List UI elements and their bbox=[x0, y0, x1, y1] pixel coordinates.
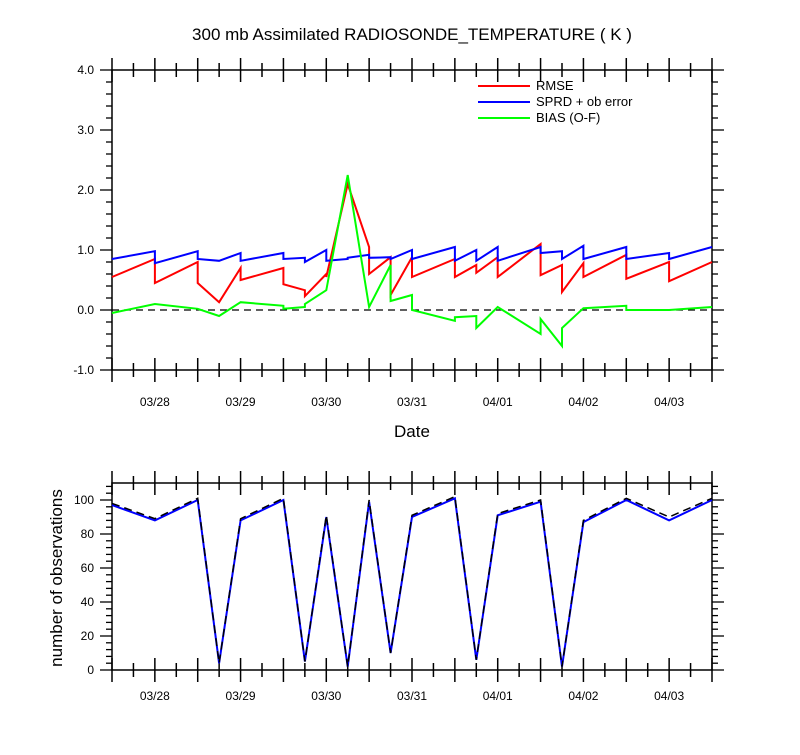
legend-label: SPRD + ob error bbox=[536, 94, 633, 109]
y-tick-label: 4.0 bbox=[77, 63, 94, 77]
x-tick-label: 03/29 bbox=[226, 395, 256, 409]
x-tick-label: 03/31 bbox=[397, 689, 427, 703]
x-tick-label: 03/30 bbox=[311, 395, 341, 409]
x-tick-label: 04/02 bbox=[568, 395, 598, 409]
top-plot: 4.0 3.0 2.0 1.0 0.0 -1.0 03/28 03/29 03/30 03/31 0… bbox=[73, 58, 724, 409]
series-line-rmse bbox=[111, 180, 713, 304]
x-axis-title: Date bbox=[394, 422, 430, 441]
plot-frame bbox=[111, 69, 713, 371]
y-tick-label: 20 bbox=[81, 629, 95, 643]
chart-title: 300 mb Assimilated RADIOSONDE_TEMPERATUR… bbox=[192, 25, 632, 44]
bottom-plot: 100 80 60 40 20 0 03/28 03/29 03/30 03/31 04/01 04/… bbox=[74, 471, 724, 703]
y-tick-label: 3.0 bbox=[77, 123, 94, 137]
x-tick-label: 03/31 bbox=[397, 395, 427, 409]
x-tick-label: 03/30 bbox=[311, 689, 341, 703]
y-tick-label: 40 bbox=[81, 595, 95, 609]
series-line-observations-assimilated bbox=[111, 496, 713, 667]
x-tick-label: 04/03 bbox=[654, 689, 684, 703]
y-tick-label: -1.0 bbox=[73, 363, 94, 377]
legend-label: BIAS (O-F) bbox=[536, 110, 600, 125]
y-axis-title-observations: number of observations bbox=[47, 489, 66, 667]
x-tick-label: 04/01 bbox=[483, 395, 513, 409]
y-tick-label: 100 bbox=[74, 493, 94, 507]
y-tick-label: 0.0 bbox=[77, 303, 94, 317]
x-tick-label: 03/29 bbox=[226, 689, 256, 703]
y-tick-label: 2.0 bbox=[77, 183, 94, 197]
series-line-bias-o-f bbox=[111, 174, 713, 349]
y-tick-label: 80 bbox=[81, 527, 95, 541]
y-tick-label: 1.0 bbox=[77, 243, 94, 257]
x-tick-label: 03/28 bbox=[140, 689, 170, 703]
x-tick-label: 04/03 bbox=[654, 395, 684, 409]
y-tick-label: 0 bbox=[87, 663, 94, 677]
x-tick-label: 04/01 bbox=[483, 689, 513, 703]
legend-label: RMSE bbox=[536, 78, 574, 93]
x-tick-label: 04/02 bbox=[568, 689, 598, 703]
plot-frame bbox=[111, 482, 713, 671]
x-tick-label: 03/28 bbox=[140, 395, 170, 409]
series-line-observations-total bbox=[111, 495, 713, 667]
y-tick-label: 60 bbox=[81, 561, 95, 575]
series-line-sprd-ob-error bbox=[111, 244, 713, 265]
